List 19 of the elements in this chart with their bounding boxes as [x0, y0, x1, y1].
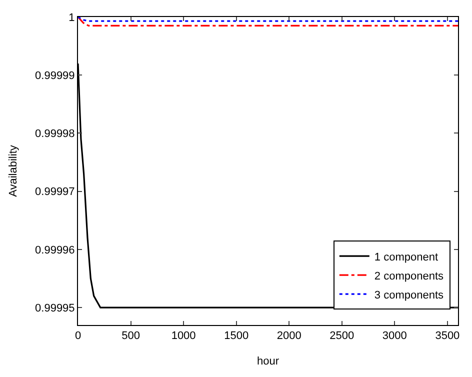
y-tick-label: 0.99999 — [35, 70, 75, 82]
y-tick-label: 0.99998 — [35, 128, 75, 140]
y-tick-label: 0.99995 — [35, 302, 75, 314]
x-tick-label: 0 — [74, 330, 82, 342]
y-tick-label: 0.99997 — [35, 186, 75, 198]
x-tick-label: 2000 — [276, 330, 302, 342]
x-tick-label: 3500 — [435, 330, 460, 342]
x-tick-label: 1000 — [171, 330, 196, 342]
x-tick-label: 1500 — [224, 330, 249, 342]
y-tick-label: 1 — [68, 12, 75, 24]
legend-label: 2 components — [374, 270, 444, 282]
legend-label: 3 components — [374, 289, 444, 302]
y-axis-title: Availability — [8, 144, 20, 197]
legend-label: 1 component — [374, 251, 438, 264]
x-tick-label: 2500 — [330, 330, 354, 342]
x-tick-label: 3000 — [382, 330, 407, 342]
y-tick-label: 0.99996 — [35, 244, 75, 256]
x-axis-title: hour — [256, 355, 280, 368]
x-tick-label: 500 — [122, 330, 140, 342]
